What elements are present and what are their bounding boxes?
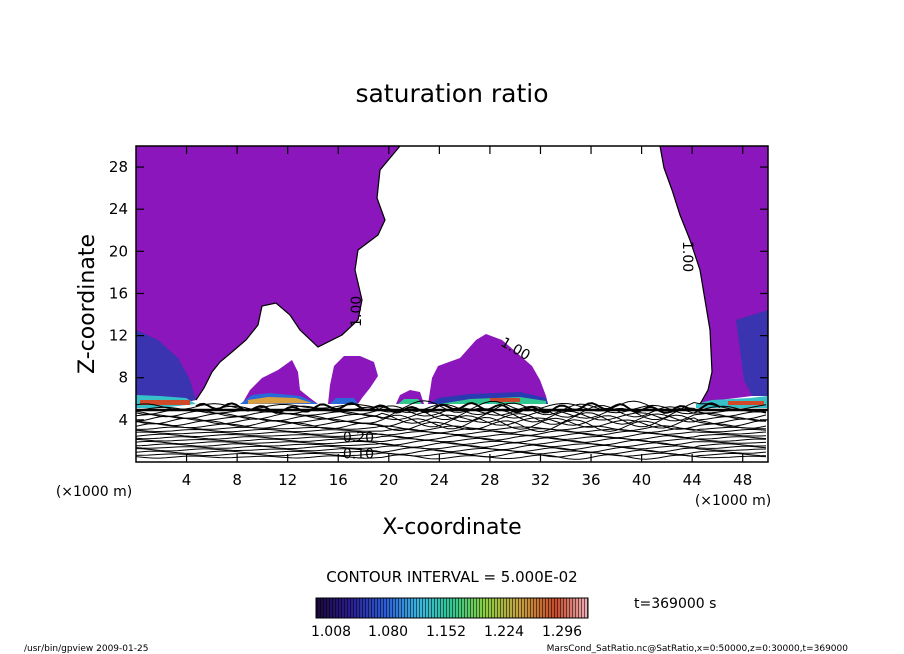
contour-line — [136, 425, 767, 432]
y-tick-label: 28 — [109, 158, 128, 176]
x-unit-label: (×1000 m) — [695, 493, 771, 509]
contour-line — [136, 416, 767, 430]
contour-line — [136, 427, 767, 434]
x-tick-label: 8 — [232, 471, 242, 489]
y-tick-label: 16 — [109, 284, 128, 302]
contour-lines — [136, 400, 768, 460]
y-axis-label: Z-coordinate — [75, 234, 100, 374]
x-tick-label: 44 — [683, 471, 702, 489]
colorbar-tick-label: 1.296 — [542, 624, 582, 640]
contour-line — [136, 446, 767, 453]
colorbar — [315, 597, 589, 619]
supersaturated-region-hill — [428, 334, 548, 404]
x-tick-label: 24 — [430, 471, 449, 489]
x-tick-label: 32 — [531, 471, 550, 489]
contour-line — [136, 409, 767, 423]
plot-frame — [135, 145, 769, 463]
colorbar-tick-label: 1.224 — [484, 624, 524, 640]
x-tick-label: 12 — [278, 471, 297, 489]
supersaturated-region-cluster — [242, 360, 318, 404]
y-tick-label: 20 — [109, 242, 128, 260]
contour-label: 1.00 — [349, 296, 365, 327]
x-tick-label: 36 — [581, 471, 600, 489]
contour-interval-text: CONTOUR INTERVAL = 5.000E-02 — [326, 568, 577, 586]
contour-label: 0.20 — [343, 430, 374, 446]
contour-line — [136, 414, 767, 428]
time-label: t=369000 s — [634, 596, 716, 612]
y-unit-label: (×1000 m) — [56, 484, 132, 500]
contour-line — [136, 434, 767, 441]
chart-title: saturation ratio — [355, 79, 548, 108]
contour-line — [136, 430, 767, 436]
contour-label: 0.10 — [343, 447, 374, 463]
colorbar-tick-label: 1.152 — [426, 624, 466, 640]
footer-right: MarsCond_SatRatio.nc@SatRatio,x=0:50000,… — [547, 644, 849, 654]
band-left-blue — [136, 330, 196, 404]
x-axis: 4 8 12 16 20 24 28 32 36 40 44 48 — [182, 146, 752, 489]
colorbar-tick-label: 1.080 — [368, 624, 408, 640]
x-tick-label: 16 — [329, 471, 348, 489]
x-tick-label: 48 — [733, 471, 752, 489]
y-tick-label: 4 — [118, 411, 128, 429]
y-tick-label: 12 — [109, 327, 128, 345]
footer-left: /usr/bin/gpview 2009-01-25 — [24, 644, 148, 654]
contour-line — [136, 442, 767, 448]
x-tick-label: 28 — [480, 471, 499, 489]
y-axis: 4 8 12 16 20 24 28 — [109, 158, 768, 429]
plot-area — [136, 146, 768, 462]
contour-line — [136, 439, 767, 446]
x-axis-label: X-coordinate — [382, 515, 521, 540]
contour-line — [136, 454, 767, 460]
x-tick-label: 40 — [632, 471, 651, 489]
colorbar-tick-label: 1.008 — [311, 624, 351, 640]
contour-line — [136, 419, 767, 433]
x-tick-label: 4 — [182, 471, 192, 489]
contour-label: 1.00 — [679, 241, 695, 272]
y-tick-label: 24 — [109, 200, 128, 218]
supersaturated-region-blob — [328, 356, 378, 404]
contour-line — [136, 407, 767, 420]
contour-line — [136, 437, 767, 444]
colorbar-tick-labels: 1.008 1.080 1.152 1.224 1.296 — [311, 624, 582, 640]
supersaturated-region-left — [136, 146, 400, 404]
contour-line — [136, 444, 767, 451]
x-tick-label: 20 — [379, 471, 398, 489]
y-tick-label: 8 — [118, 369, 128, 387]
contour-line — [136, 451, 767, 458]
